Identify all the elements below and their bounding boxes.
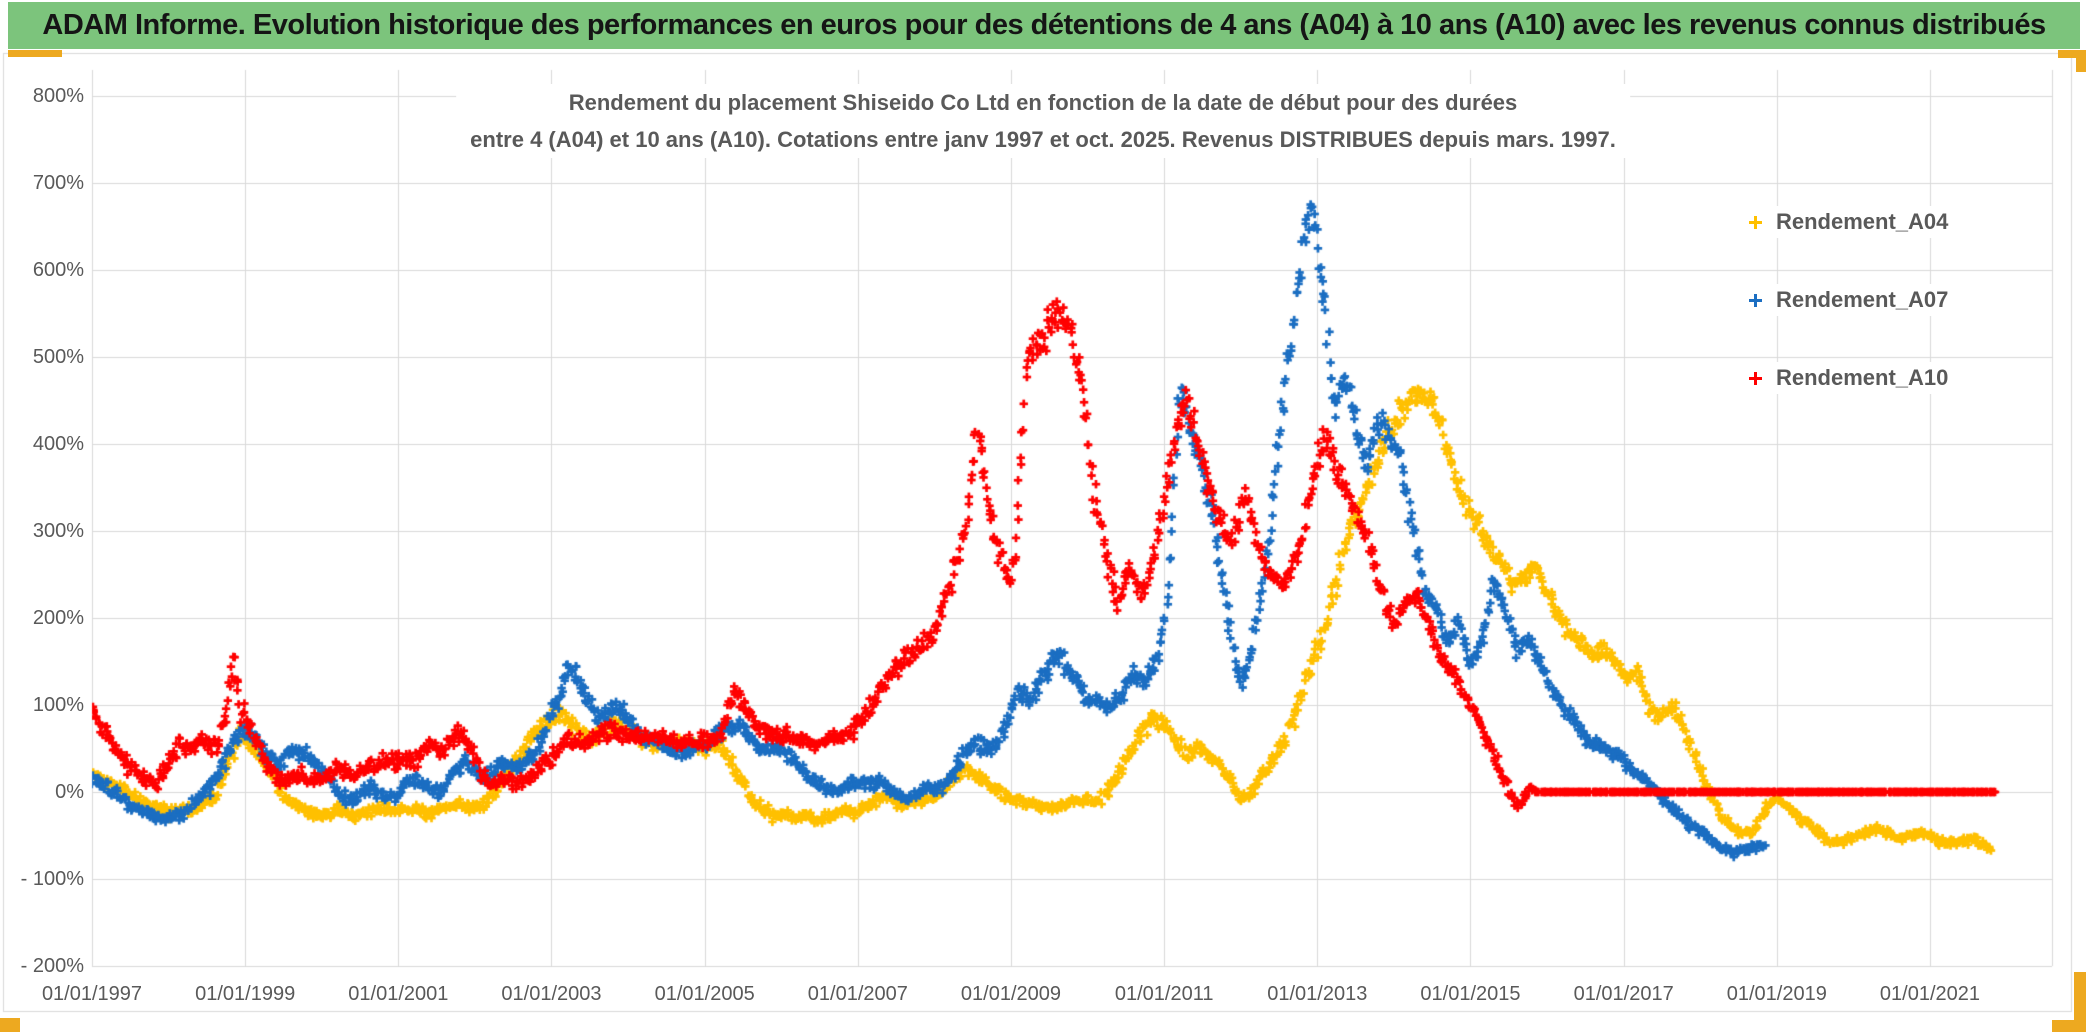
y-tick-label: 500% bbox=[32, 346, 84, 368]
legend-plus-marker-icon bbox=[1749, 371, 1762, 385]
x-tick-label: 01/01/2001 bbox=[348, 983, 449, 1005]
y-tick-label: 300% bbox=[32, 520, 84, 542]
x-tick-label: 01/01/1999 bbox=[195, 983, 296, 1005]
y-tick-label: 0% bbox=[55, 781, 84, 803]
x-tick-label: 01/01/2015 bbox=[1420, 983, 1521, 1005]
legend-plus-marker-icon bbox=[1749, 293, 1762, 307]
x-tick-label: 01/01/2021 bbox=[1879, 983, 1981, 1005]
chart-title-line2: entre 4 (A04) et 10 ans (A10). Cotations… bbox=[470, 127, 1616, 152]
y-tick-label: 800% bbox=[32, 85, 84, 107]
y-tick-label: 700% bbox=[32, 172, 84, 194]
gold-accent-bottom-right-v bbox=[2074, 972, 2086, 1032]
gold-accent-bottom-right-h bbox=[2052, 1020, 2086, 1032]
x-tick-label: 01/01/2003 bbox=[501, 983, 602, 1005]
legend-item-rendement_a10[interactable]: Rendement_A10 bbox=[1745, 362, 1957, 394]
gold-accent-top-right-h bbox=[2058, 50, 2086, 58]
x-tick-label: 01/01/2011 bbox=[1114, 983, 1214, 1005]
chart-title: Rendement du placement Shiseido Co Ltd e… bbox=[456, 84, 1630, 158]
legend-label: Rendement_A07 bbox=[1776, 287, 1949, 312]
y-tick-label: 600% bbox=[32, 259, 84, 281]
chart-title-line1: Rendement du placement Shiseido Co Ltd e… bbox=[568, 90, 1518, 115]
y-tick-label: 200% bbox=[32, 607, 84, 629]
banner-title-bar: ADAM Informe. Evolution historique des p… bbox=[8, 2, 2080, 49]
banner-title-text: ADAM Informe. Evolution historique des p… bbox=[42, 9, 2046, 41]
x-tick-label: 01/01/2017 bbox=[1573, 983, 1674, 1005]
chart-legend: Rendement_A04 Rendement_A07 Rendement_A10 bbox=[1745, 206, 1957, 440]
legend-label: Rendement_A10 bbox=[1776, 365, 1949, 390]
x-tick-label: 01/01/2009 bbox=[960, 983, 1062, 1005]
y-tick-label: 400% bbox=[32, 433, 84, 455]
legend-item-rendement_a07[interactable]: Rendement_A07 bbox=[1745, 284, 1957, 316]
y-tick-label: - 100% bbox=[20, 868, 84, 890]
x-tick-label: 01/01/1997 bbox=[41, 983, 143, 1005]
x-tick-label: 01/01/2019 bbox=[1726, 983, 1827, 1005]
x-tick-label: 01/01/2013 bbox=[1267, 983, 1368, 1005]
gold-accent-top-right-v bbox=[2076, 50, 2086, 72]
legend-label: Rendement_A04 bbox=[1776, 209, 1949, 234]
y-tick-label: 100% bbox=[32, 694, 84, 716]
legend-item-rendement_a04[interactable]: Rendement_A04 bbox=[1745, 206, 1957, 238]
gold-accent-under-banner bbox=[8, 50, 62, 57]
gold-accent-bottom-left bbox=[0, 1018, 20, 1032]
legend-plus-marker-icon bbox=[1749, 215, 1762, 229]
y-tick-label: - 200% bbox=[20, 955, 84, 977]
x-tick-label: 01/01/2007 bbox=[807, 983, 908, 1005]
x-tick-label: 01/01/2005 bbox=[654, 983, 755, 1005]
